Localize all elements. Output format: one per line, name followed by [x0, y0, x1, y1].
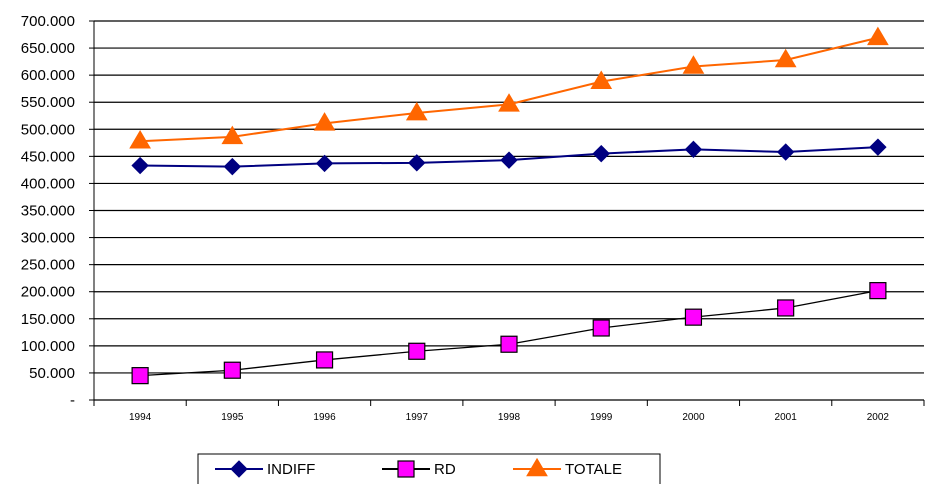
data-point-rd — [777, 299, 795, 317]
x-tick-label: 1995 — [221, 412, 244, 423]
y-tick-label: 450.000 — [21, 148, 75, 165]
series-rd — [131, 282, 887, 385]
x-tick-label: 1994 — [129, 412, 152, 423]
x-tick-label: 2000 — [682, 412, 705, 423]
data-point-rd — [869, 282, 887, 300]
data-point-rd — [500, 335, 518, 353]
x-tick-label: 1996 — [313, 412, 336, 423]
y-tick-label: 400.000 — [21, 175, 75, 192]
y-axis-ticks: - 50.000 100.000 150.000 200.000 250.000 300.0… — [21, 13, 95, 409]
series-layer — [129, 26, 889, 385]
series-indiff — [131, 138, 887, 176]
x-axis: 1994 1995 1996 1997 1998 1999 2000 2001 2002 — [93, 400, 925, 423]
x-tick-label: 1998 — [498, 412, 521, 423]
data-point-totale — [405, 101, 428, 121]
legend-marker-rd — [397, 460, 415, 478]
data-point-rd — [131, 367, 149, 385]
data-point-totale — [867, 26, 889, 46]
data-point-totale — [774, 48, 797, 68]
data-point-totale — [313, 112, 336, 131]
series-line-totale — [140, 36, 879, 143]
data-point-rd — [408, 342, 426, 360]
data-point-indiff — [315, 154, 334, 173]
y-tick-label: 650.000 — [21, 40, 75, 57]
y-tick-label: 550.000 — [21, 94, 75, 111]
data-point-totale — [129, 130, 151, 149]
data-point-indiff — [869, 138, 887, 156]
data-point-rd — [592, 319, 610, 337]
y-tick-label: 500.000 — [21, 121, 75, 138]
legend-marker-totale — [526, 457, 548, 477]
data-point-rd — [684, 308, 703, 326]
y-tick-label: 600.000 — [21, 67, 75, 84]
legend-item-indiff: INDIFF — [215, 460, 315, 478]
y-tick-label: 350.000 — [21, 203, 75, 220]
legend-item-totale: TOTALE — [513, 457, 622, 478]
data-point-rd — [223, 361, 241, 379]
data-point-indiff — [592, 144, 610, 163]
y-tick-label: 250.000 — [21, 257, 75, 274]
data-point-totale — [221, 125, 244, 145]
x-tick-label: 1999 — [590, 412, 613, 423]
data-point-rd — [315, 351, 334, 369]
legend-item-rd: RD — [382, 460, 456, 478]
x-tick-label: 2002 — [867, 412, 890, 423]
data-point-indiff — [223, 157, 242, 176]
data-point-totale — [590, 70, 613, 89]
legend-label: TOTALE — [565, 461, 622, 478]
y-tick-label: 200.000 — [21, 284, 75, 301]
data-point-indiff — [684, 140, 703, 159]
data-point-totale — [498, 93, 520, 112]
y-tick-label: - — [70, 392, 75, 409]
y-tick-label: 150.000 — [21, 311, 75, 328]
data-point-indiff — [131, 156, 149, 175]
legend: INDIFF RD TOTALE — [197, 453, 661, 484]
data-point-indiff — [776, 143, 795, 161]
x-tick-label: 2001 — [775, 412, 798, 423]
series-totale — [129, 26, 889, 149]
data-point-totale — [682, 55, 705, 74]
y-tick-label: 100.000 — [21, 338, 75, 355]
x-tick-label: 1997 — [406, 412, 429, 423]
data-point-indiff — [408, 154, 426, 172]
legend-label: RD — [434, 461, 456, 478]
y-tick-label: 50.000 — [29, 365, 75, 382]
y-tick-label: 700.000 — [21, 13, 75, 30]
legend-label: INDIFF — [267, 461, 315, 478]
series-line-rd — [140, 289, 879, 377]
data-point-indiff — [500, 151, 518, 169]
legend-marker-indiff — [230, 460, 248, 478]
y-tick-label: 300.000 — [21, 230, 75, 247]
